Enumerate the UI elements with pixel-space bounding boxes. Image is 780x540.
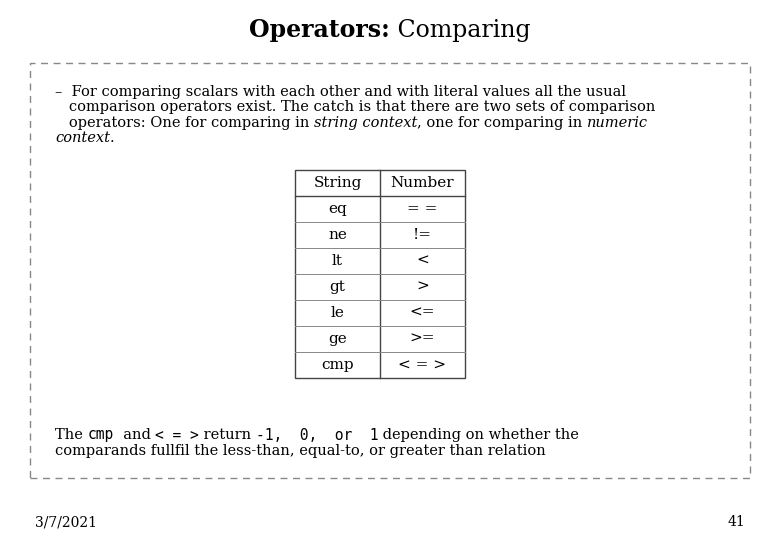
Text: Number: Number xyxy=(391,176,454,190)
Text: <: < xyxy=(416,254,429,268)
Text: numeric: numeric xyxy=(587,116,648,130)
Text: gt: gt xyxy=(330,280,346,294)
Text: = =: = = xyxy=(407,202,438,216)
Text: comparison operators exist. The catch is that there are two sets of comparison: comparison operators exist. The catch is… xyxy=(55,100,655,114)
Text: >: > xyxy=(416,280,429,294)
Text: < = >: < = > xyxy=(399,358,446,372)
Text: lt: lt xyxy=(332,254,343,268)
Text: operators: One for comparing in: operators: One for comparing in xyxy=(55,116,314,130)
Text: context.: context. xyxy=(55,132,115,145)
Text: 41: 41 xyxy=(727,515,745,529)
Text: < = >: < = > xyxy=(155,428,199,442)
Text: ne: ne xyxy=(328,228,347,242)
Text: ge: ge xyxy=(328,332,347,346)
Text: , one for comparing in: , one for comparing in xyxy=(417,116,587,130)
Text: Comparing: Comparing xyxy=(390,18,530,42)
Text: return: return xyxy=(199,428,256,442)
Text: eq: eq xyxy=(328,202,347,216)
Text: The: The xyxy=(55,428,87,442)
Text: <=: <= xyxy=(410,306,435,320)
Text: cmp: cmp xyxy=(87,428,114,442)
Text: >=: >= xyxy=(410,332,435,346)
Text: String: String xyxy=(314,176,362,190)
Text: le: le xyxy=(331,306,345,320)
Text: comparands fullfil the less-than, equal-to, or greater than relation: comparands fullfil the less-than, equal-… xyxy=(55,443,546,457)
Text: 3/7/2021: 3/7/2021 xyxy=(35,515,97,529)
Text: Operators:: Operators: xyxy=(250,18,390,42)
Text: –  For comparing scalars with each other and with literal values all the usual: – For comparing scalars with each other … xyxy=(55,85,626,99)
Text: and: and xyxy=(114,428,155,442)
Text: depending on whether the: depending on whether the xyxy=(378,428,579,442)
Text: -1,  0,  or  1: -1, 0, or 1 xyxy=(256,428,378,442)
Text: cmp: cmp xyxy=(321,358,354,372)
Text: !=: != xyxy=(413,228,432,242)
Text: string context: string context xyxy=(314,116,417,130)
